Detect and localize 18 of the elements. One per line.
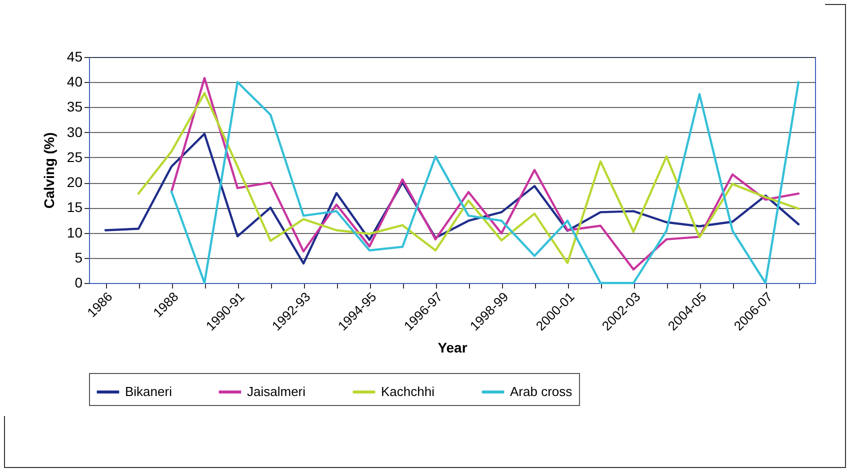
y-axis-title: Calving (%) [40,132,57,209]
line-series [137,92,800,264]
legend-label: Arab cross [510,384,573,399]
line-series [104,132,800,265]
y-tick-label: 25 [66,148,83,165]
x-axis-title: Year [438,339,468,356]
y-tick-label: 5 [74,249,83,266]
legend-label: Bikaneri [125,384,172,399]
y-tick-label: 15 [66,199,83,216]
y-tick-label: 35 [66,98,83,115]
legend-label: Jaisalmeri [247,384,306,399]
y-tick-label: 0 [74,274,83,290]
legend-label: Kachchhi [381,384,435,399]
y-tick-label: 40 [66,74,83,90]
y-tick-label: 30 [66,124,83,140]
y-tick-label: 10 [66,224,83,240]
y-tick-label: 20 [66,174,83,190]
y-tick-label: 45 [66,48,83,64]
